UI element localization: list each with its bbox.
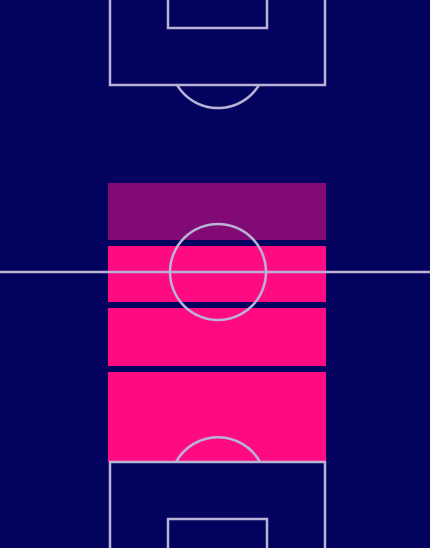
zone-1 xyxy=(108,183,326,240)
top-penalty-arc xyxy=(175,84,261,110)
top-goal-area xyxy=(166,0,269,30)
top-penalty-area xyxy=(108,0,327,87)
bottom-penalty-area xyxy=(108,460,327,548)
bottom-goal-area xyxy=(166,517,269,548)
zone-2 xyxy=(108,246,326,302)
zone-3 xyxy=(108,308,326,366)
zone-4 xyxy=(108,372,326,462)
